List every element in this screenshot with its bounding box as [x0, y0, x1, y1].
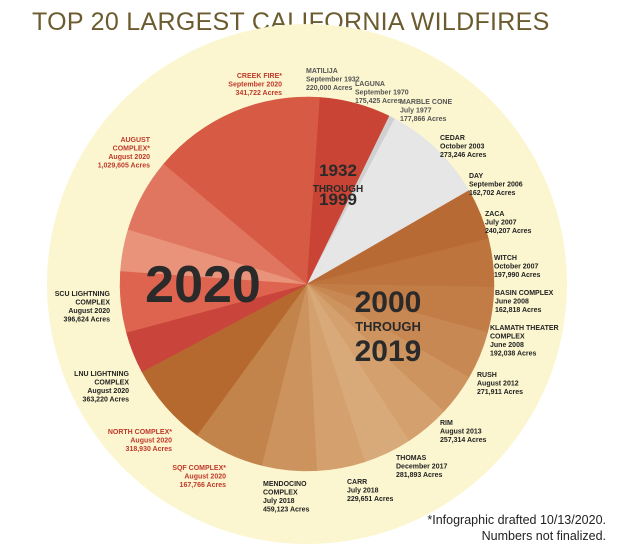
slice-acres: 240,207 Acres [485, 228, 532, 235]
era-label-1932-through-1999: 1999 [319, 190, 357, 209]
slice-name: COMPLEX [94, 380, 129, 387]
slice-name: COMPLEX [263, 490, 298, 497]
era-label-2020: 2020 [145, 256, 261, 314]
era-label-2000-through-2019: THROUGH [355, 319, 421, 334]
slice-label-carr: CARR July 2018 229,651 Acres [347, 479, 394, 503]
slice-date: August 2020 [130, 438, 172, 445]
slice-label-rush: RUSH August 2012 271,911 Acres [477, 372, 523, 396]
slice-label-august-complex: AUGUST COMPLEX* August 2020 1,029,605 Acres [98, 137, 151, 170]
slice-name: THOMAS [396, 455, 427, 462]
slice-label-sqf-complex: SQF COMPLEX* August 2020 167,766 Acres [172, 465, 226, 489]
footnote: *Infographic drafted 10/13/2020. Numbers… [427, 512, 606, 544]
pie-slice-august-complex [163, 96, 321, 285]
slice-label-rim: RIM August 2013 257,314 Acres [440, 420, 487, 444]
slice-name: LAGUNA [355, 81, 385, 88]
slice-label-matilija: MATILIJA September 1932 220,000 Acres [306, 68, 360, 92]
slice-name: CREEK FIRE* [237, 73, 282, 80]
slice-name: MARBLE CONE [400, 99, 452, 106]
slice-name: ZACA [485, 211, 504, 218]
slice-name: COMPLEX [75, 300, 110, 307]
slice-label-witch: WITCH October 2007 197,990 Acres [494, 255, 541, 279]
slice-name: SQF COMPLEX* [172, 465, 226, 472]
slice-name: RUSH [477, 372, 497, 379]
slice-acres: 318,930 Acres [126, 446, 173, 453]
slice-name: RIM [440, 420, 453, 427]
pie-slice-marble-cone [306, 118, 470, 285]
slice-acres: 162,818 Acres [495, 307, 542, 314]
slice-date: August 2013 [440, 429, 482, 436]
slice-date: September 1970 [355, 90, 409, 97]
slice-date: July 2018 [347, 488, 379, 495]
slice-name: CEDAR [440, 135, 465, 142]
slice-acres: 341,722 Acres [236, 90, 283, 97]
slice-acres: 192,038 Acres [490, 351, 537, 358]
slice-name: NORTH COMPLEX* [108, 429, 172, 436]
slice-label-day: DAY September 2006 162,702 Acres [469, 173, 523, 197]
slice-date: October 2003 [440, 144, 484, 151]
era-label-2000-through-2019: 2019 [355, 335, 422, 368]
slice-label-creek-fire: CREEK FIRE* September 2020 341,722 Acres [228, 73, 282, 97]
slice-name: SCU LIGHTNING [55, 291, 111, 298]
slice-acres: 459,123 Acres [263, 507, 310, 514]
slice-date: June 2008 [495, 299, 529, 306]
slice-date: August 2020 [68, 308, 110, 315]
slice-label-scu-lightning-complex: SCU LIGHTNING COMPLEX August 2020 396,624 A… [55, 291, 111, 324]
slice-date: July 1977 [400, 108, 432, 115]
slice-name: AUGUST [120, 137, 150, 144]
slice-name: LNU LIGHTNING [74, 371, 129, 378]
slice-acres: 273,246 Acres [440, 152, 487, 159]
slice-acres: 229,651 Acres [347, 496, 394, 503]
slice-label-laguna: LAGUNA September 1970 175,425 Acres [355, 81, 409, 105]
slice-label-cedar: CEDAR October 2003 273,246 Acres [440, 135, 487, 159]
slice-date: September 2020 [228, 82, 282, 89]
slice-date: August 2020 [184, 474, 226, 481]
slice-name: DAY [469, 173, 483, 180]
slice-date: June 2008 [490, 342, 524, 349]
slice-acres: 175,425 Acres [355, 98, 402, 105]
slice-label-basin-complex: BASIN COMPLEX June 2008 162,818 Acres [495, 290, 554, 314]
slice-name: BASIN COMPLEX [495, 290, 554, 297]
slice-acres: 396,624 Acres [64, 317, 111, 324]
slice-name: COMPLEX [490, 334, 525, 341]
slice-label-zaca: ZACA July 2007 240,207 Acres [485, 211, 532, 235]
slice-label-mendocino-complex: MENDOCINO COMPLEX July 2018 459,123 Acres [263, 481, 310, 514]
slice-name: CARR [347, 479, 367, 486]
slice-date: September 1932 [306, 77, 360, 84]
slice-date: July 2007 [485, 220, 517, 227]
footnote-line: *Infographic drafted 10/13/2020. [427, 513, 606, 527]
slice-date: August 2012 [477, 381, 519, 388]
slice-label-lnu-lightning-complex: LNU LIGHTNING COMPLEX August 2020 363,220 A… [74, 371, 129, 404]
slice-label-marble-cone: MARBLE CONE July 1977 177,866 Acres [400, 99, 452, 123]
slice-date: July 2018 [263, 498, 295, 505]
slice-acres: 1,029,605 Acres [98, 163, 150, 170]
slice-acres: 257,314 Acres [440, 437, 487, 444]
footnote-line: Numbers not finalized. [481, 529, 606, 543]
slice-name: COMPLEX* [113, 146, 151, 153]
slice-label-thomas: THOMAS December 2017 281,893 Acres [396, 455, 447, 479]
slice-name: MATILIJA [306, 68, 338, 75]
slice-acres: 177,866 Acres [400, 116, 447, 123]
slice-acres: 162,702 Acres [469, 190, 516, 197]
slice-date: August 2020 [87, 388, 129, 395]
slice-acres: 197,990 Acres [494, 272, 541, 279]
slice-acres: 271,911 Acres [477, 389, 523, 396]
slice-acres: 281,893 Acres [396, 472, 443, 479]
slice-name: KLAMATH THEATER [490, 325, 559, 332]
slice-date: August 2020 [108, 154, 150, 161]
slice-acres: 363,220 Acres [83, 397, 130, 404]
era-label-1932-through-1999: THROUGH [313, 184, 364, 195]
era-label-2000-through-2019: 2000 [355, 286, 422, 319]
slice-label-north-complex: NORTH COMPLEX* August 2020 318,930 Acres [108, 429, 172, 453]
slice-name: WITCH [494, 255, 517, 262]
slice-acres: 167,766 Acres [180, 482, 227, 489]
slice-label-klamath-theater-complex: KLAMATH THEATER COMPLEX June 2008 192,038 A… [490, 325, 559, 358]
slice-date: December 2017 [396, 464, 447, 471]
slice-name: MENDOCINO [263, 481, 307, 488]
era-label-1932-through-1999: 1932 [319, 161, 357, 180]
slice-date: September 2006 [469, 182, 523, 189]
slice-acres: 220,000 Acres [306, 85, 353, 92]
slice-date: October 2007 [494, 264, 538, 271]
pie-slice-creek-fire [306, 97, 390, 285]
